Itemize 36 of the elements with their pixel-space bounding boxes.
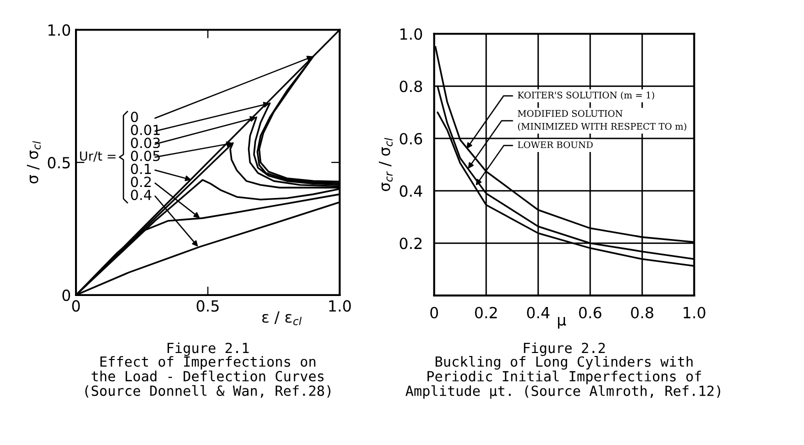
x-axis-title: μ: [558, 317, 566, 329]
text: Figure 2.2: [524, 342, 605, 356]
annotation: 0.1: [130, 164, 151, 174]
x-tick-label: 0: [72, 300, 80, 312]
annotation: 0.03: [130, 138, 160, 148]
y-tick-label: 0: [62, 290, 70, 302]
y-tick-label: 1.0: [48, 24, 70, 36]
text: Effect of Imperfections on the Load - Deflection Curves (Source Donnell & Wan, Ref.28): [85, 356, 330, 398]
y-tick-label: 0.2: [400, 238, 422, 250]
x-tick-label: 0: [430, 306, 438, 318]
x-tick-label: 1.0: [684, 306, 706, 318]
annotation: Ur/t =: [80, 151, 116, 162]
annotation: LOWER BOUND: [518, 141, 593, 148]
annotation: 0: [130, 112, 138, 122]
x-tick-label: 0.5: [196, 300, 219, 312]
x-axis-title: ε / ε$_{cl}$: [262, 311, 302, 326]
annotation: MODIFIED SOLUTION (MINIMIZED WITH RESPECT TO m): [518, 110, 686, 132]
x-tick-label: 0.6: [579, 306, 602, 318]
y-tick-label: 0.8: [400, 80, 422, 92]
text: Buckling of Long Cylinders with Periodic Initial Imperfections of Amplitude µt. (Source Almroth, Ref.12): [406, 356, 720, 399]
annotation: 0.4: [130, 190, 152, 200]
annotation: 0.01: [130, 124, 160, 136]
annotation: 0.05: [130, 150, 160, 162]
y-tick-label: 0.5: [48, 156, 70, 168]
y-tick-label: 0.4: [400, 185, 422, 197]
y-axis-title: σ$_{cr}$ / σ$_{cl}$: [378, 138, 393, 192]
annotation: 0.2: [130, 176, 151, 188]
x-tick-label: 1.0: [329, 300, 351, 312]
y-tick-label: 1.0: [400, 28, 422, 40]
y-axis-title: σ / σ$_{cl}$: [26, 141, 41, 184]
x-tick-label: 0.4: [527, 306, 550, 318]
text: Figure 2.1: [168, 342, 249, 356]
x-tick-label: 0.2: [475, 306, 497, 318]
y-tick-label: 0.6: [400, 132, 422, 145]
x-tick-label: 0.8: [631, 306, 654, 318]
annotation: KOITER'S SOLUTION (m = 1): [518, 91, 654, 100]
